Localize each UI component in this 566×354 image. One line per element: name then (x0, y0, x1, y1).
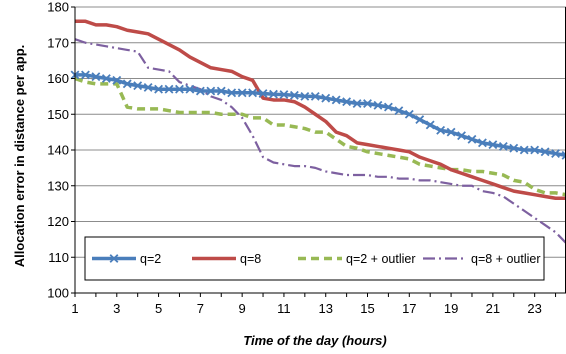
series-line-q8-outlier (74, 38, 566, 244)
legend-marker (109, 254, 119, 263)
y-tick-label: 130 (47, 178, 69, 193)
series-line-q2-outlier (74, 76, 566, 197)
data-point-marker (91, 72, 101, 82)
data-point-marker (519, 145, 529, 155)
data-point-marker (81, 70, 90, 80)
data-point-marker (279, 90, 289, 100)
x-tick-label: 5 (155, 301, 162, 316)
data-point-marker (446, 127, 456, 137)
x-tick-labels: 1 3 5 7 9 11 13 15 17 19 21 23 (71, 301, 542, 316)
data-point-marker (310, 91, 320, 101)
y-axis-title: Allocation error in distance per app. (12, 45, 27, 268)
y-tick-labels: 100 110 120 130 140 150 160 170 180 (47, 0, 69, 301)
y-tick-label: 160 (47, 71, 69, 86)
data-point-marker (300, 91, 310, 101)
y-tick-label: 100 (47, 286, 69, 301)
data-point-marker (425, 120, 435, 130)
data-point-marker (143, 83, 153, 92)
data-point-marker (195, 86, 205, 96)
data-point-marker (227, 88, 237, 98)
data-point-marker (457, 131, 466, 141)
x-tick-label: 11 (277, 301, 291, 316)
data-point-marker (237, 88, 247, 98)
data-point-marker (467, 134, 477, 144)
data-point-marker (488, 140, 498, 150)
x-tick-label: 23 (527, 301, 541, 316)
legend-label-q8-outlier: q=8 + outlier (471, 252, 541, 266)
data-point-marker (498, 141, 508, 151)
x-tick-label: 17 (402, 301, 416, 316)
data-point-marker (394, 106, 404, 116)
x-tick-label: 15 (360, 301, 374, 316)
gridlines (75, 6, 566, 258)
x-tick-label: 13 (318, 301, 332, 316)
y-tick-label: 150 (47, 107, 69, 122)
data-point-marker (404, 109, 414, 119)
data-point-marker (206, 86, 216, 96)
data-point-marker (122, 79, 132, 89)
data-point-marker (363, 99, 372, 108)
data-point-marker (112, 75, 122, 85)
data-point-marker (331, 95, 341, 105)
series-layer (70, 19, 566, 244)
x-tick-label: 3 (113, 301, 120, 316)
legend: q=2 q=8 q=2 + outlier q=8 + outlier (84, 236, 545, 281)
data-point-marker (415, 115, 425, 125)
x-tick-label: 19 (444, 301, 458, 316)
data-point-marker (477, 138, 487, 148)
y-tick-label: 140 (47, 143, 69, 158)
data-point-marker (185, 84, 195, 94)
data-point-marker (216, 86, 226, 96)
x-tick-label: 7 (197, 301, 204, 316)
legend-label-q8: q=8 (240, 252, 261, 266)
x-axis-title: Time of the day (hours) (243, 333, 387, 348)
data-point-marker (154, 84, 164, 94)
data-point-marker (321, 93, 331, 103)
data-point-marker (133, 81, 143, 91)
data-point-marker (540, 147, 550, 157)
x-tick-label: 21 (486, 301, 500, 316)
data-point-marker (551, 149, 560, 159)
data-point-marker (289, 90, 299, 100)
data-point-marker (269, 89, 278, 99)
data-point-marker (509, 143, 519, 153)
y-tick-label: 170 (47, 35, 69, 50)
data-point-marker (352, 99, 362, 108)
x-tick-label: 9 (239, 301, 246, 316)
y-tick-label: 120 (47, 214, 69, 229)
data-point-marker (164, 84, 174, 94)
x-tick-label: 1 (71, 301, 78, 316)
data-point-marker (175, 84, 184, 94)
data-point-marker (258, 89, 268, 98)
data-point-marker (530, 145, 540, 155)
data-point-marker (342, 97, 352, 107)
series-line-q8 (75, 19, 566, 201)
series-line-q2 (75, 73, 566, 158)
data-point-marker (248, 88, 258, 98)
y-tick-label: 110 (48, 250, 69, 265)
data-point-marker (383, 102, 393, 112)
data-point-marker (101, 74, 111, 83)
legend-label-q2-outlier: q=2 + outlier (346, 252, 416, 266)
y-tick-label: 180 (47, 0, 69, 15)
data-point-marker (436, 125, 446, 135)
legend-label-q2: q=2 (140, 252, 161, 266)
data-point-marker (373, 100, 383, 110)
data-point-marker (561, 150, 566, 160)
